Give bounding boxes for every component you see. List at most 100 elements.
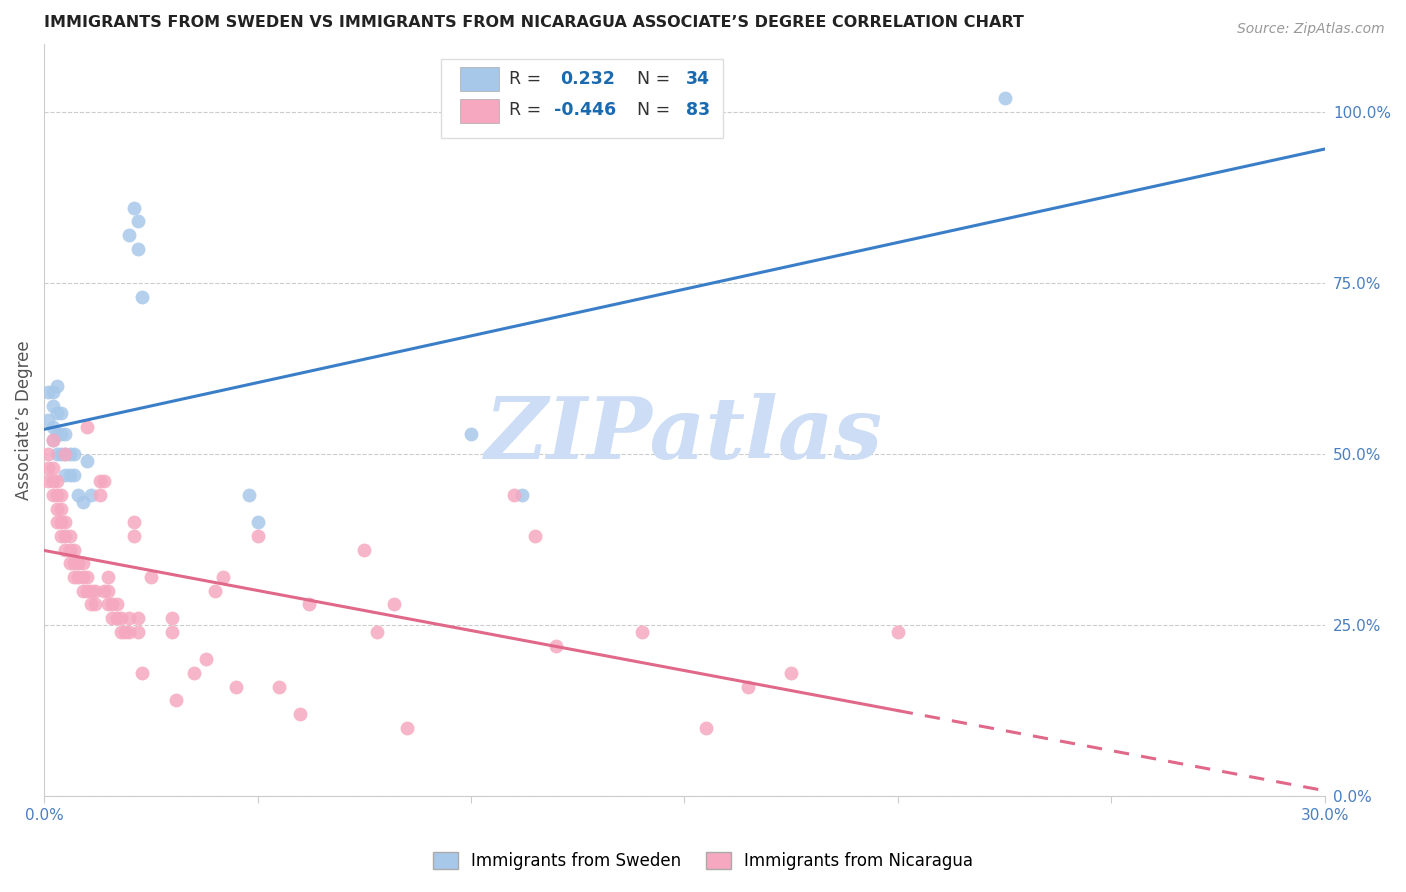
- Point: [127, 624, 149, 639]
- Point: [160, 624, 183, 639]
- Point: [55, 542, 77, 557]
- Point: [139, 570, 162, 584]
- Point: [97, 598, 120, 612]
- Text: R =: R =: [509, 101, 547, 119]
- Point: [510, 488, 533, 502]
- Point: [55, 516, 77, 530]
- Point: [76, 419, 98, 434]
- Point: [45, 426, 67, 441]
- Point: [353, 542, 375, 557]
- Text: IMMIGRANTS FROM SWEDEN VS IMMIGRANTS FROM NICARAGUA ASSOCIATE’S DEGREE CORRELATI: IMMIGRANTS FROM SWEDEN VS IMMIGRANTS FRO…: [44, 15, 1024, 30]
- Point: [630, 624, 652, 639]
- Point: [80, 583, 103, 598]
- Point: [780, 665, 803, 680]
- Legend: Immigrants from Sweden, Immigrants from Nicaragua: Immigrants from Sweden, Immigrants from …: [426, 845, 980, 877]
- Point: [41, 488, 63, 502]
- Point: [45, 406, 67, 420]
- Point: [41, 460, 63, 475]
- Point: [89, 475, 111, 489]
- Point: [101, 598, 124, 612]
- FancyBboxPatch shape: [441, 59, 723, 137]
- Point: [160, 611, 183, 625]
- Y-axis label: Associate’s Degree: Associate’s Degree: [15, 340, 32, 500]
- Point: [246, 529, 269, 543]
- Point: [59, 557, 82, 571]
- Point: [84, 598, 107, 612]
- Point: [55, 447, 77, 461]
- Point: [63, 570, 86, 584]
- Point: [59, 447, 82, 461]
- Point: [131, 665, 153, 680]
- Point: [114, 624, 136, 639]
- Point: [195, 652, 218, 666]
- Point: [72, 583, 94, 598]
- Point: [37, 460, 59, 475]
- Point: [51, 529, 73, 543]
- Point: [63, 467, 86, 482]
- Point: [55, 467, 77, 482]
- Point: [395, 721, 418, 735]
- Text: 83: 83: [686, 101, 710, 119]
- Point: [89, 488, 111, 502]
- Text: 0.232: 0.232: [560, 70, 614, 88]
- Point: [72, 495, 94, 509]
- Point: [37, 447, 59, 461]
- Text: 34: 34: [686, 70, 710, 88]
- FancyBboxPatch shape: [460, 67, 499, 91]
- Text: ZIPatlas: ZIPatlas: [485, 393, 883, 476]
- Point: [67, 557, 90, 571]
- Point: [122, 516, 145, 530]
- Point: [546, 639, 568, 653]
- Point: [51, 501, 73, 516]
- Point: [41, 475, 63, 489]
- Point: [45, 516, 67, 530]
- Point: [183, 665, 205, 680]
- Point: [76, 454, 98, 468]
- Point: [225, 680, 247, 694]
- Point: [72, 557, 94, 571]
- Point: [55, 529, 77, 543]
- Text: N =: N =: [637, 101, 676, 119]
- FancyBboxPatch shape: [460, 99, 499, 123]
- Point: [127, 242, 149, 256]
- Point: [59, 467, 82, 482]
- Point: [80, 488, 103, 502]
- Point: [59, 542, 82, 557]
- Point: [238, 488, 260, 502]
- Point: [55, 426, 77, 441]
- Point: [45, 488, 67, 502]
- Point: [737, 680, 759, 694]
- Point: [110, 624, 132, 639]
- Point: [290, 706, 312, 721]
- Point: [37, 413, 59, 427]
- Text: Source: ZipAtlas.com: Source: ZipAtlas.com: [1237, 22, 1385, 37]
- Point: [298, 598, 321, 612]
- Point: [165, 693, 187, 707]
- Point: [993, 91, 1015, 105]
- Point: [51, 516, 73, 530]
- Text: N =: N =: [637, 70, 676, 88]
- Point: [51, 488, 73, 502]
- Point: [122, 201, 145, 215]
- Text: -0.446: -0.446: [554, 101, 616, 119]
- Point: [695, 721, 717, 735]
- Point: [41, 399, 63, 413]
- Point: [131, 290, 153, 304]
- Point: [118, 624, 141, 639]
- Point: [41, 434, 63, 448]
- Point: [105, 611, 128, 625]
- Point: [67, 570, 90, 584]
- Point: [63, 447, 86, 461]
- Point: [51, 406, 73, 420]
- Point: [37, 475, 59, 489]
- Point: [45, 501, 67, 516]
- Point: [502, 488, 524, 502]
- Point: [67, 488, 90, 502]
- Point: [41, 385, 63, 400]
- Point: [41, 434, 63, 448]
- Point: [127, 214, 149, 228]
- Point: [110, 611, 132, 625]
- Point: [524, 529, 547, 543]
- Point: [84, 583, 107, 598]
- Point: [267, 680, 290, 694]
